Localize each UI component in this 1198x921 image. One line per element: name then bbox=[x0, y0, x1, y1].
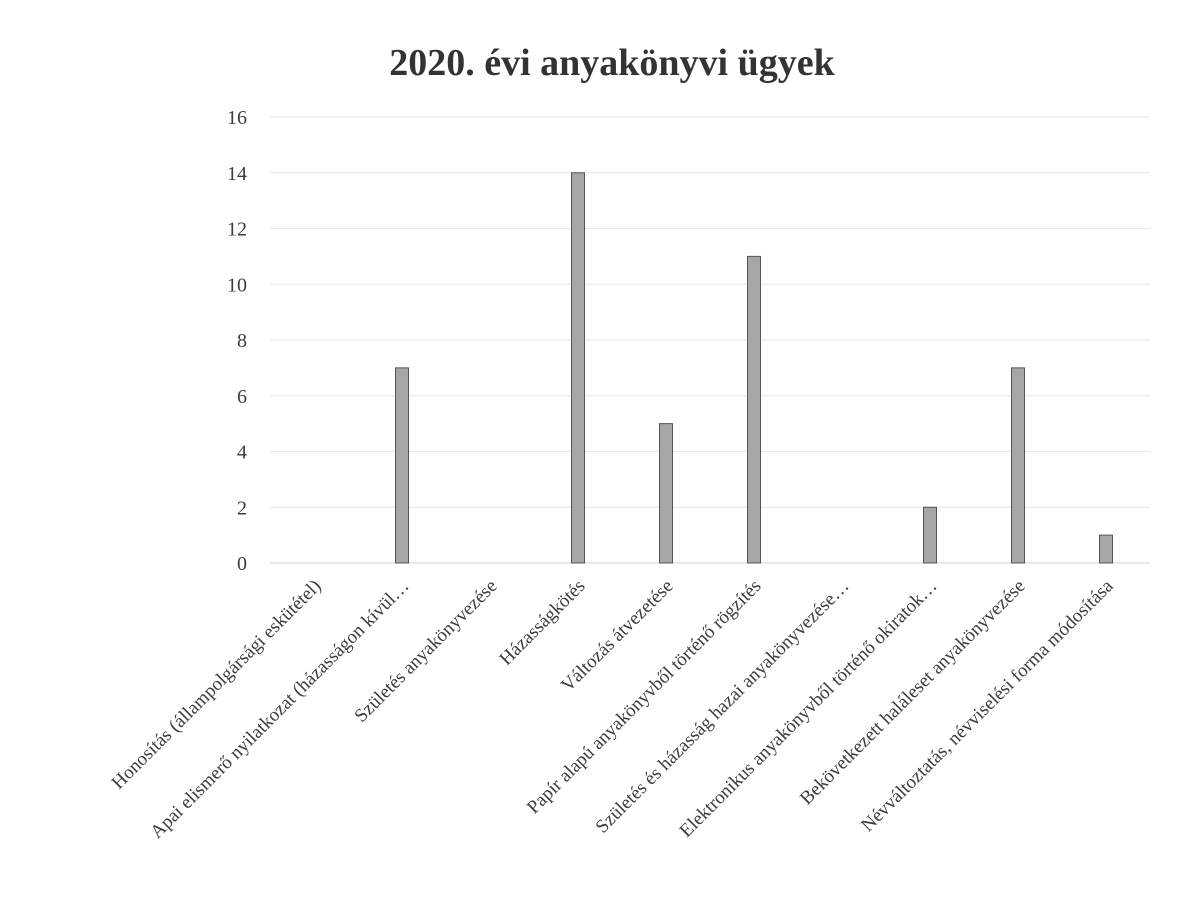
x-tick-label: Születés anyakönyvezése bbox=[351, 576, 502, 727]
y-tick-label: 2 bbox=[237, 497, 247, 519]
y-tick-label: 6 bbox=[237, 386, 247, 408]
y-tick-label: 14 bbox=[227, 163, 247, 185]
bar bbox=[395, 367, 409, 564]
y-tick-label: 0 bbox=[237, 553, 247, 575]
y-tick-label: 8 bbox=[237, 330, 247, 352]
y-axis-ticks: 0 2 4 6 8 10 12 14 16 bbox=[227, 107, 247, 575]
y-tick-label: 12 bbox=[227, 219, 247, 241]
x-axis-ticks: Honosítás (állampolgársági eskütétel)Apa… bbox=[108, 575, 1118, 842]
gridlines bbox=[270, 116, 1150, 564]
bar bbox=[659, 423, 673, 564]
y-tick-label: 4 bbox=[237, 442, 247, 464]
bar bbox=[1011, 367, 1025, 564]
bar bbox=[1099, 534, 1113, 564]
bar bbox=[571, 172, 585, 564]
bars bbox=[395, 172, 1113, 564]
bar bbox=[747, 255, 761, 564]
y-tick-label: 10 bbox=[227, 274, 247, 296]
y-tick-label: 16 bbox=[227, 107, 247, 129]
chart-title: 2020. évi anyakönyvi ügyek bbox=[389, 42, 835, 84]
x-tick-label: Házasságkötés bbox=[496, 576, 590, 670]
bar bbox=[923, 506, 937, 564]
